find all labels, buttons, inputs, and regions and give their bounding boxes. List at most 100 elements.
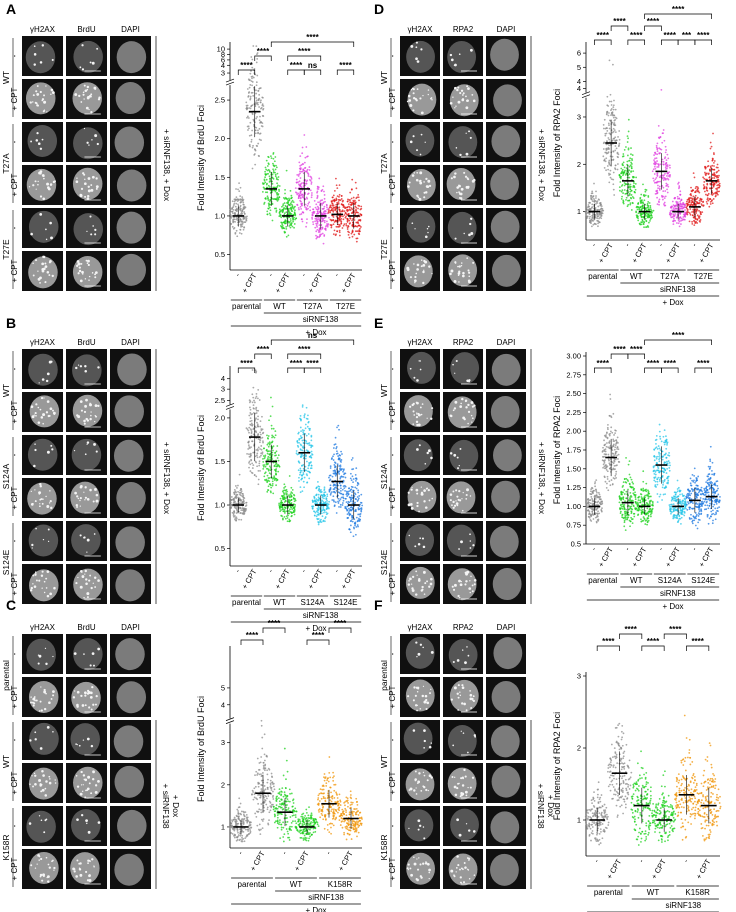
data-point [260,775,263,778]
focus-spot [38,171,42,175]
data-point [244,508,247,510]
data-point [270,155,272,158]
data-point [326,808,329,811]
data-point [354,486,357,489]
data-point [304,156,307,159]
data-point [230,503,233,506]
data-point [345,838,348,841]
data-point [302,431,305,433]
data-point [235,820,238,823]
focus-spot [469,533,471,536]
data-point [252,798,255,801]
focus-spot [53,866,56,870]
data-point [315,237,318,240]
focus-spot [406,867,409,870]
focus-spot [94,233,97,236]
data-point [241,818,244,820]
data-point [238,473,241,476]
focus-spot [415,787,417,789]
data-point [251,472,254,475]
data-point [354,181,357,184]
data-point [249,408,252,411]
data-point [255,45,258,48]
data-point [345,492,348,494]
data-point [301,195,304,198]
data-point [255,97,258,99]
data-point [350,458,353,461]
data-point [251,462,254,465]
data-point [308,166,311,168]
data-point [335,233,337,236]
focus-spot [49,778,51,780]
focus-spot [49,592,53,596]
significance-bracket [287,367,305,373]
panel-letter: B [6,315,16,331]
focus-spot [423,269,425,271]
data-point [330,458,333,460]
data-point [260,724,263,727]
focus-spot [468,233,471,237]
data-point [239,201,242,204]
data-point [263,203,265,205]
focus-spot [408,827,410,830]
focus-spot [416,686,420,689]
data-point [319,234,322,237]
nucleus-shape [447,724,477,757]
focus-spot [464,399,468,402]
channel-header: BrdU [77,623,95,632]
focus-spot [429,692,431,695]
focus-spot [420,790,423,792]
data-point [296,829,298,832]
focus-spot [460,89,464,92]
focus-spot [84,694,87,697]
channel-header: γH2AX [408,623,434,632]
focus-spot [52,730,54,733]
row-treatment-label: + CPT [10,486,19,509]
data-point [283,508,286,511]
data-point [308,169,311,171]
focus-spot [39,747,43,750]
data-point [236,200,239,203]
data-point [250,413,253,416]
data-point [248,466,250,469]
data-point [280,828,283,831]
data-point [338,208,341,211]
focus-spot [459,876,462,879]
data-point [276,445,279,447]
data-point [232,819,235,821]
condition-label: + CPT [306,271,325,294]
focus-spot [416,60,420,63]
data-point [291,488,294,491]
data-point [248,453,250,456]
data-point [245,835,248,838]
focus-spot [413,376,416,379]
data-point [276,826,279,829]
side-condition-label: + siRNF138 [161,783,171,828]
focus-spot [90,708,93,711]
y-tick-label: 2.5 [215,396,225,405]
data-point [357,489,360,492]
data-point [306,460,308,463]
focus-spot [86,822,88,825]
focus-spot [469,495,472,497]
focus-spot [37,183,39,186]
data-point [299,414,302,417]
data-point [265,168,268,171]
data-point [271,405,274,408]
data-point [354,510,356,512]
focus-spot [38,382,40,384]
data-point [340,468,343,471]
data-point [252,386,255,389]
focus-spot [431,407,434,410]
data-point [249,452,252,455]
data-point [318,800,321,802]
focus-spot [451,776,454,778]
data-point [282,808,285,810]
nucleus-shape [73,40,103,73]
focus-spot [422,263,426,267]
data-point [288,836,291,839]
focus-spot [409,503,413,506]
data-point [255,770,258,773]
data-point [292,799,294,802]
focus-spot [54,782,57,784]
